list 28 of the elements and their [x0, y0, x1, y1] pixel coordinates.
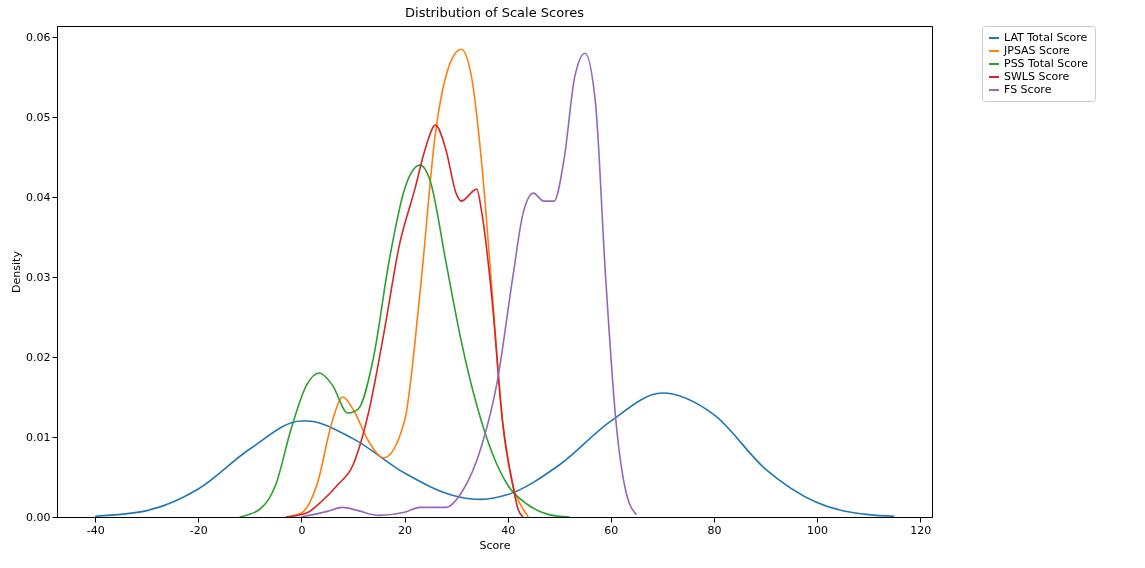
y-tick-label: 0.04 — [26, 190, 51, 204]
x-tick-label: 100 — [807, 523, 829, 537]
x-tick-label: 40 — [501, 523, 516, 537]
y-tick-label: 0.06 — [26, 30, 51, 44]
x-tick-label: 120 — [910, 523, 932, 537]
line-series — [94, 392, 896, 517]
y-tick-label: 0.01 — [26, 430, 51, 444]
x-tick-label: 0 — [298, 523, 306, 537]
line-series — [238, 164, 571, 517]
line-series — [300, 52, 638, 517]
x-axis-title: Score — [479, 538, 511, 552]
legend-label: JPSAS Score — [1003, 44, 1071, 57]
y-tick-label: 0.00 — [26, 510, 51, 524]
x-tick-label: 80 — [707, 523, 722, 537]
y-tick-label: 0.03 — [26, 270, 51, 284]
chart-title: Distribution of Scale Scores — [405, 4, 585, 20]
x-tick-label: -20 — [189, 523, 208, 537]
x-tick-label: 20 — [398, 523, 413, 537]
x-tick-label: 60 — [604, 523, 619, 537]
x-tick-label: -40 — [86, 523, 105, 537]
y-tick-label: 0.02 — [26, 350, 51, 364]
legend-label: PSS Total Score — [1004, 57, 1089, 70]
y-axis-title: Density — [10, 250, 24, 293]
y-tick-label: 0.05 — [26, 110, 51, 124]
line-series — [285, 124, 524, 517]
legend-label: LAT Total Score — [1004, 31, 1088, 44]
legend-label: FS Score — [1004, 83, 1052, 96]
legend-label: SWLS Score — [1004, 70, 1070, 83]
